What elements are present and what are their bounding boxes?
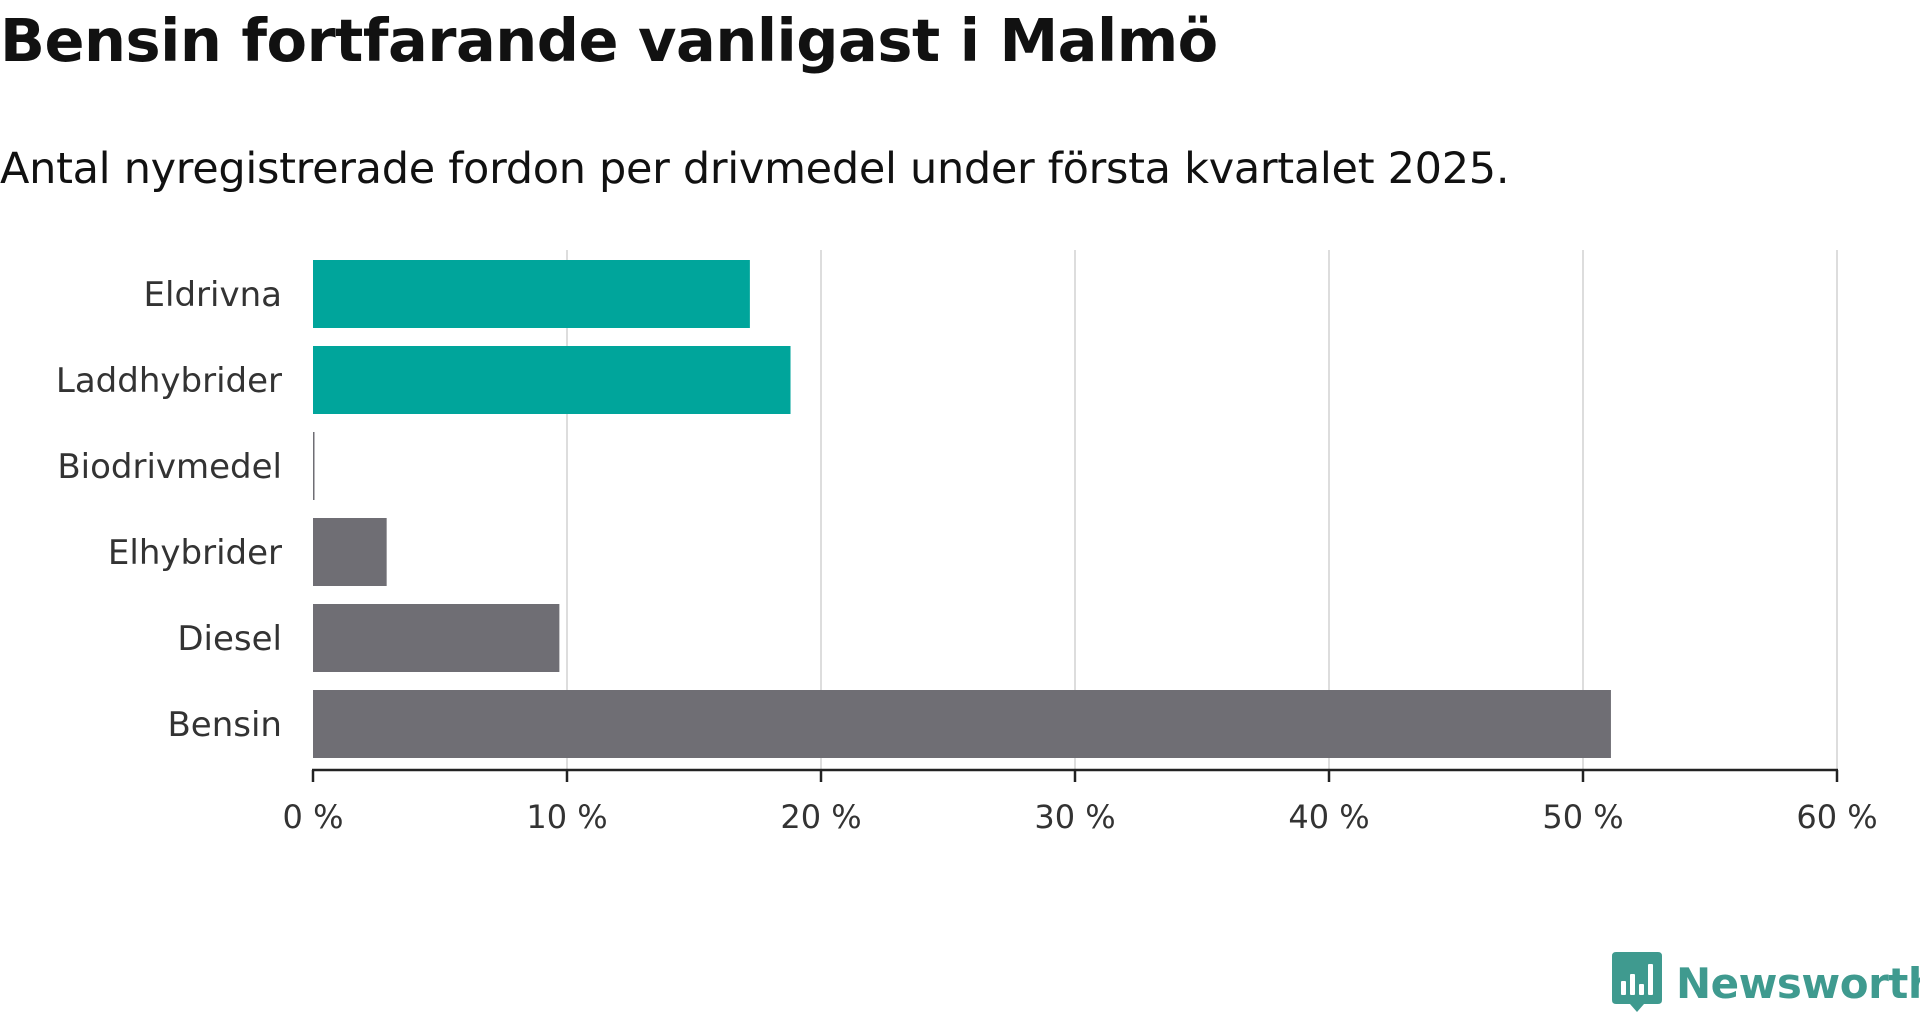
bar-biodrivmedel [313, 432, 315, 500]
bar-laddhybrider [313, 346, 791, 414]
category-label-elhybrider: Elhybrider [108, 533, 282, 573]
category-label-diesel: Diesel [177, 619, 282, 659]
bar-elhybrider [313, 518, 387, 586]
category-label-biodrivmedel: Biodrivmedel [57, 447, 282, 487]
gridlines [566, 250, 1838, 770]
bar-eldrivna [313, 260, 750, 328]
category-label-laddhybrider: Laddhybrider [56, 361, 282, 401]
brand-name: Newsworthy [1676, 958, 1920, 1008]
bar-chart: Eldrivna Laddhybrider Biodrivmedel Elhybrid… [56, 250, 1878, 836]
x-tick-label-40: 40 % [1288, 798, 1369, 836]
x-tick-label-10: 10 % [526, 798, 607, 836]
x-tick-label-20: 20 % [780, 798, 861, 836]
chart-title: Bensin fortfarande vanligast i Malmö [0, 6, 1218, 75]
brand-logo: Newsworthy [1612, 950, 1920, 1016]
category-label-bensin: Bensin [167, 705, 282, 745]
chart-subtitle: Antal nyregistrerade fordon per drivmede… [0, 144, 1510, 194]
x-tick-label-50: 50 % [1542, 798, 1623, 836]
x-tick-label-0: 0 % [283, 798, 344, 836]
x-tick-label-60: 60 % [1796, 798, 1877, 836]
newsworthy-chart-bubble-icon [1612, 952, 1662, 1012]
x-tick-label-30: 30 % [1034, 798, 1115, 836]
category-labels: Eldrivna Laddhybrider Biodrivmedel Elhybrid… [56, 275, 282, 745]
category-label-eldrivna: Eldrivna [144, 275, 282, 315]
bars [313, 260, 1611, 758]
bar-diesel [313, 604, 560, 672]
bar-bensin [313, 690, 1611, 758]
x-axis: 0 % 10 % 20 % 30 % 40 % 50 % 60 % [283, 768, 1878, 836]
